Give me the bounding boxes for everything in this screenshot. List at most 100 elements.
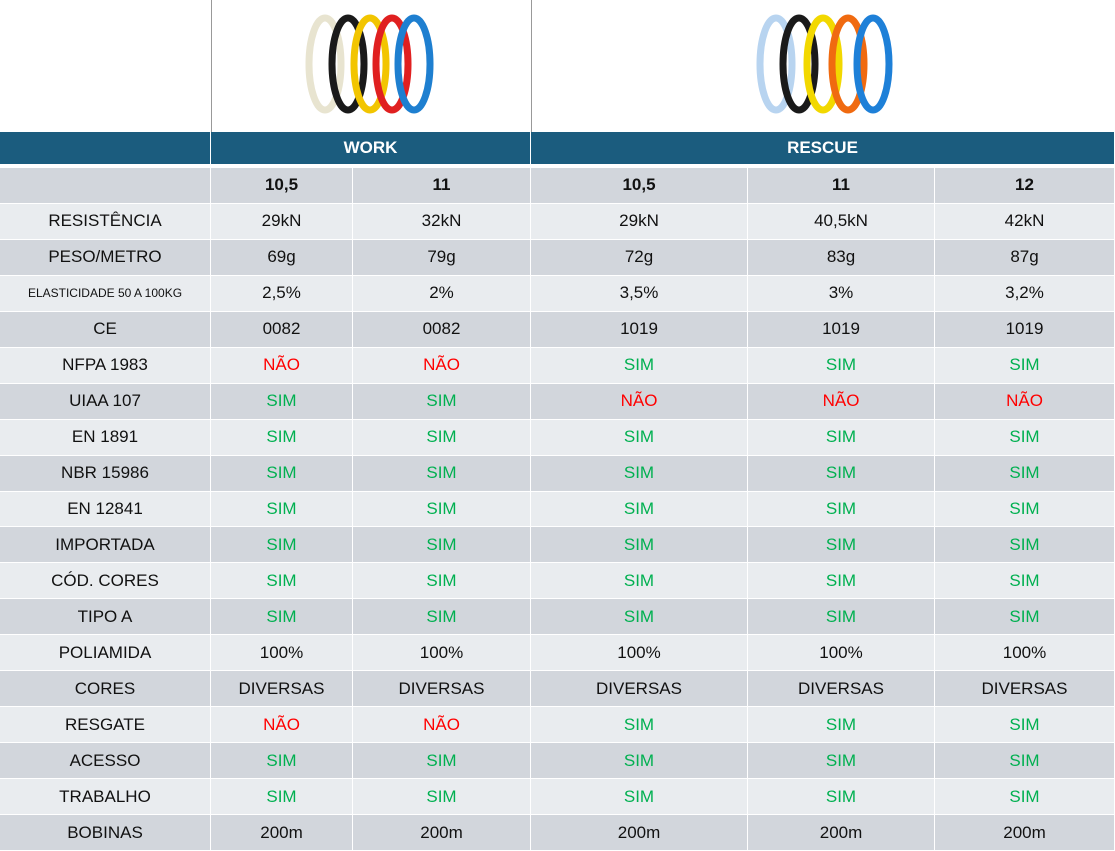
- cell-value: NÃO: [211, 347, 353, 384]
- cell-value: 69g: [211, 239, 353, 276]
- cell-value: SIM: [531, 491, 748, 528]
- cell-value: SIM: [211, 743, 353, 780]
- cell-value: SIM: [211, 383, 353, 420]
- cell-value: NÃO: [211, 707, 353, 744]
- cell-value: SIM: [211, 563, 353, 600]
- cell-value: 29kN: [211, 203, 353, 240]
- group-header: RESCUE: [531, 132, 1115, 165]
- cell-value: 0082: [353, 311, 531, 348]
- cell-value: 79g: [353, 239, 531, 276]
- row-label: CÓD. CORES: [0, 563, 211, 600]
- cell-value: SIM: [935, 455, 1115, 492]
- cell-value: SIM: [748, 419, 935, 456]
- cell-value: SIM: [353, 563, 531, 600]
- row-label: EN 12841: [0, 491, 211, 528]
- cell-value: SIM: [211, 419, 353, 456]
- cell-value: SIM: [531, 527, 748, 564]
- cell-value: NÃO: [935, 383, 1115, 420]
- cell-value: 40,5kN: [748, 203, 935, 240]
- cell-value: SIM: [353, 527, 531, 564]
- cell-value: SIM: [935, 743, 1115, 780]
- cell-value: SIM: [531, 419, 748, 456]
- rope-image: [756, 14, 893, 114]
- size-blank: [0, 168, 211, 204]
- size-header: 12: [935, 168, 1115, 204]
- row-label: UIAA 107: [0, 383, 211, 420]
- cell-value: 3,5%: [531, 275, 748, 312]
- size-header: 10,5: [531, 168, 748, 204]
- cell-value: 200m: [935, 815, 1115, 851]
- cell-value: 3,2%: [935, 275, 1115, 312]
- row-label: NBR 15986: [0, 455, 211, 492]
- row-label: TRABALHO: [0, 779, 211, 816]
- row-label: CE: [0, 311, 211, 348]
- group-header: WORK: [211, 132, 531, 165]
- cell-value: SIM: [748, 707, 935, 744]
- cell-value: SIM: [211, 779, 353, 816]
- cell-value: SIM: [935, 347, 1115, 384]
- cell-value: 0082: [211, 311, 353, 348]
- size-header: 11: [353, 168, 531, 204]
- cell-value: SIM: [935, 419, 1115, 456]
- size-header: 10,5: [211, 168, 353, 204]
- cell-value: DIVERSAS: [935, 671, 1115, 708]
- row-label: PESO/METRO: [0, 239, 211, 276]
- cell-value: NÃO: [353, 707, 531, 744]
- cell-value: SIM: [353, 419, 531, 456]
- row-label: TIPO A: [0, 599, 211, 636]
- cell-value: SIM: [353, 491, 531, 528]
- cell-value: DIVERSAS: [531, 671, 748, 708]
- band-blank: [0, 132, 211, 165]
- cell-value: SIM: [531, 779, 748, 816]
- cell-value: SIM: [211, 455, 353, 492]
- cell-value: SIM: [353, 383, 531, 420]
- cell-value: 83g: [748, 239, 935, 276]
- cell-value: NÃO: [353, 347, 531, 384]
- cell-value: SIM: [353, 743, 531, 780]
- cell-value: 100%: [531, 635, 748, 672]
- cell-value: SIM: [748, 491, 935, 528]
- cell-value: SIM: [748, 779, 935, 816]
- cell-value: 1019: [935, 311, 1115, 348]
- cell-value: 200m: [353, 815, 531, 851]
- cell-value: SIM: [935, 563, 1115, 600]
- cell-value: DIVERSAS: [353, 671, 531, 708]
- cell-value: NÃO: [748, 383, 935, 420]
- cell-value: 200m: [748, 815, 935, 851]
- cell-value: 2,5%: [211, 275, 353, 312]
- cell-value: SIM: [211, 599, 353, 636]
- row-label: IMPORTADA: [0, 527, 211, 564]
- cell-value: SIM: [748, 599, 935, 636]
- rope-image: [305, 14, 434, 114]
- cell-value: SIM: [748, 527, 935, 564]
- cell-value: SIM: [353, 455, 531, 492]
- row-label: RESISTÊNCIA: [0, 203, 211, 240]
- cell-value: SIM: [531, 707, 748, 744]
- cell-value: DIVERSAS: [211, 671, 353, 708]
- cell-value: NÃO: [531, 383, 748, 420]
- cell-value: SIM: [748, 743, 935, 780]
- cell-value: SIM: [531, 599, 748, 636]
- cell-value: DIVERSAS: [748, 671, 935, 708]
- row-label: BOBINAS: [0, 815, 211, 851]
- cell-value: 100%: [211, 635, 353, 672]
- cell-value: 1019: [748, 311, 935, 348]
- size-header: 11: [748, 168, 935, 204]
- cell-value: 29kN: [531, 203, 748, 240]
- cell-value: SIM: [531, 455, 748, 492]
- row-label: POLIAMIDA: [0, 635, 211, 672]
- row-label: RESGATE: [0, 707, 211, 744]
- divider: [211, 0, 212, 132]
- cell-value: SIM: [211, 527, 353, 564]
- row-label: CORES: [0, 671, 211, 708]
- cell-value: SIM: [211, 491, 353, 528]
- cell-value: 200m: [531, 815, 748, 851]
- cell-value: 3%: [748, 275, 935, 312]
- cell-value: SIM: [353, 599, 531, 636]
- cell-value: SIM: [935, 707, 1115, 744]
- cell-value: SIM: [935, 527, 1115, 564]
- divider: [531, 0, 532, 132]
- cell-value: 32kN: [353, 203, 531, 240]
- row-label: ACESSO: [0, 743, 211, 780]
